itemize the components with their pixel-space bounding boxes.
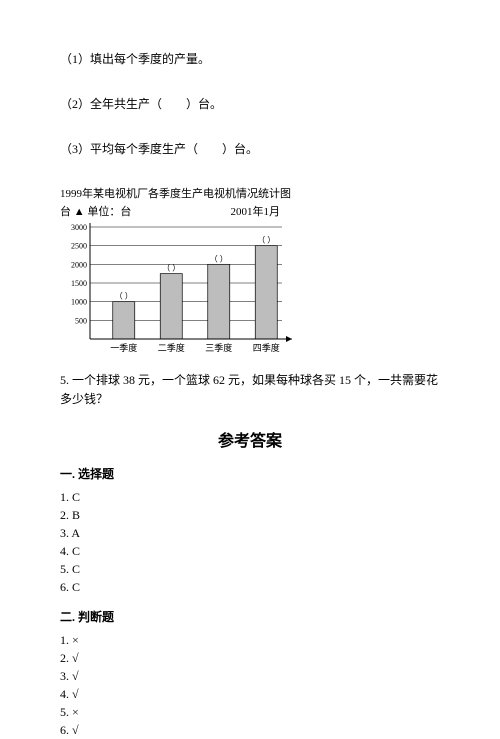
q3-pre: （3）平均每个季度生产（ bbox=[60, 142, 198, 156]
q1-text: （1）填出每个季度的产量。 bbox=[60, 52, 210, 66]
bar-chart: 500 1000 1500 2000 2500 3000 （ ） 一季度 （ ） 二季度 （ ） 三季… bbox=[60, 219, 300, 359]
answer-item: 1. C bbox=[60, 488, 440, 506]
answer-heading: 参考答案 bbox=[60, 427, 440, 451]
answer-item: 5. C bbox=[60, 560, 440, 578]
q3-blank bbox=[201, 142, 219, 156]
chart-unit-row: 台 ▲ 单位：台 bbox=[60, 203, 131, 219]
answer-item: 1. × bbox=[60, 631, 440, 649]
svg-text:2000: 2000 bbox=[71, 260, 87, 269]
chart-subtitle-row: 台 ▲ 单位：台 2001年1月 bbox=[60, 203, 280, 219]
svg-text:一季度: 一季度 bbox=[110, 342, 137, 353]
answer-item: 6. C bbox=[60, 578, 440, 596]
chart-unit-arrow: ▲ bbox=[74, 206, 85, 218]
svg-text:（ ）: （ ） bbox=[115, 292, 133, 301]
svg-text:三季度: 三季度 bbox=[205, 342, 232, 353]
q3-post: ）台。 bbox=[222, 142, 258, 156]
svg-text:1000: 1000 bbox=[71, 298, 87, 307]
question-1: （1）填出每个季度的产量。 bbox=[60, 50, 440, 67]
q2-blank bbox=[165, 97, 183, 111]
answer-item: 3. A bbox=[60, 524, 440, 542]
svg-text:2500: 2500 bbox=[71, 242, 87, 251]
answer-item: 2. B bbox=[60, 506, 440, 524]
chart-unit-left: 台 bbox=[60, 206, 71, 218]
q5-text: 5. 一个排球 38 元，一个篮球 62 元，如果每种球各买 15 个，一共需要… bbox=[60, 373, 438, 406]
q2-post: ）台。 bbox=[186, 97, 222, 111]
question-3: （3）平均每个季度生产（ ）台。 bbox=[60, 140, 440, 157]
svg-text:二季度: 二季度 bbox=[158, 342, 185, 353]
answer-item: 2. √ bbox=[60, 649, 440, 667]
svg-text:（ ）: （ ） bbox=[257, 236, 275, 245]
svg-text:四季度: 四季度 bbox=[253, 342, 280, 353]
answer-item: 3. √ bbox=[60, 667, 440, 685]
q2-pre: （2）全年共生产（ bbox=[60, 97, 162, 111]
answer-item: 4. √ bbox=[60, 685, 440, 703]
section-a-answers: 1. C2. B3. A4. C5. C6. C bbox=[60, 488, 440, 596]
chart-unit: 单位：台 bbox=[87, 206, 131, 218]
section-b-head: 二. 判断题 bbox=[60, 608, 440, 625]
chart-date: 2001年1月 bbox=[231, 203, 281, 219]
svg-text:（ ）: （ ） bbox=[162, 264, 180, 273]
answer-item: 4. C bbox=[60, 542, 440, 560]
section-b-answers: 1. ×2. √3. √4. √5. ×6. √ bbox=[60, 631, 440, 739]
chart-title: 1999年某电视机厂各季度生产电视机情况统计图 bbox=[60, 185, 440, 201]
svg-text:500: 500 bbox=[75, 316, 87, 325]
answer-item: 5. × bbox=[60, 703, 440, 721]
svg-text:1500: 1500 bbox=[71, 279, 87, 288]
svg-text:（ ）: （ ） bbox=[210, 254, 228, 263]
answer-item: 6. √ bbox=[60, 721, 440, 739]
question-2: （2）全年共生产（ ）台。 bbox=[60, 95, 440, 112]
question-5: 5. 一个排球 38 元，一个篮球 62 元，如果每种球各买 15 个，一共需要… bbox=[60, 371, 440, 409]
chart-container: 1999年某电视机厂各季度生产电视机情况统计图 台 ▲ 单位：台 2001年1月… bbox=[60, 185, 440, 359]
svg-text:3000: 3000 bbox=[71, 223, 87, 232]
section-a-head: 一. 选择题 bbox=[60, 465, 440, 482]
